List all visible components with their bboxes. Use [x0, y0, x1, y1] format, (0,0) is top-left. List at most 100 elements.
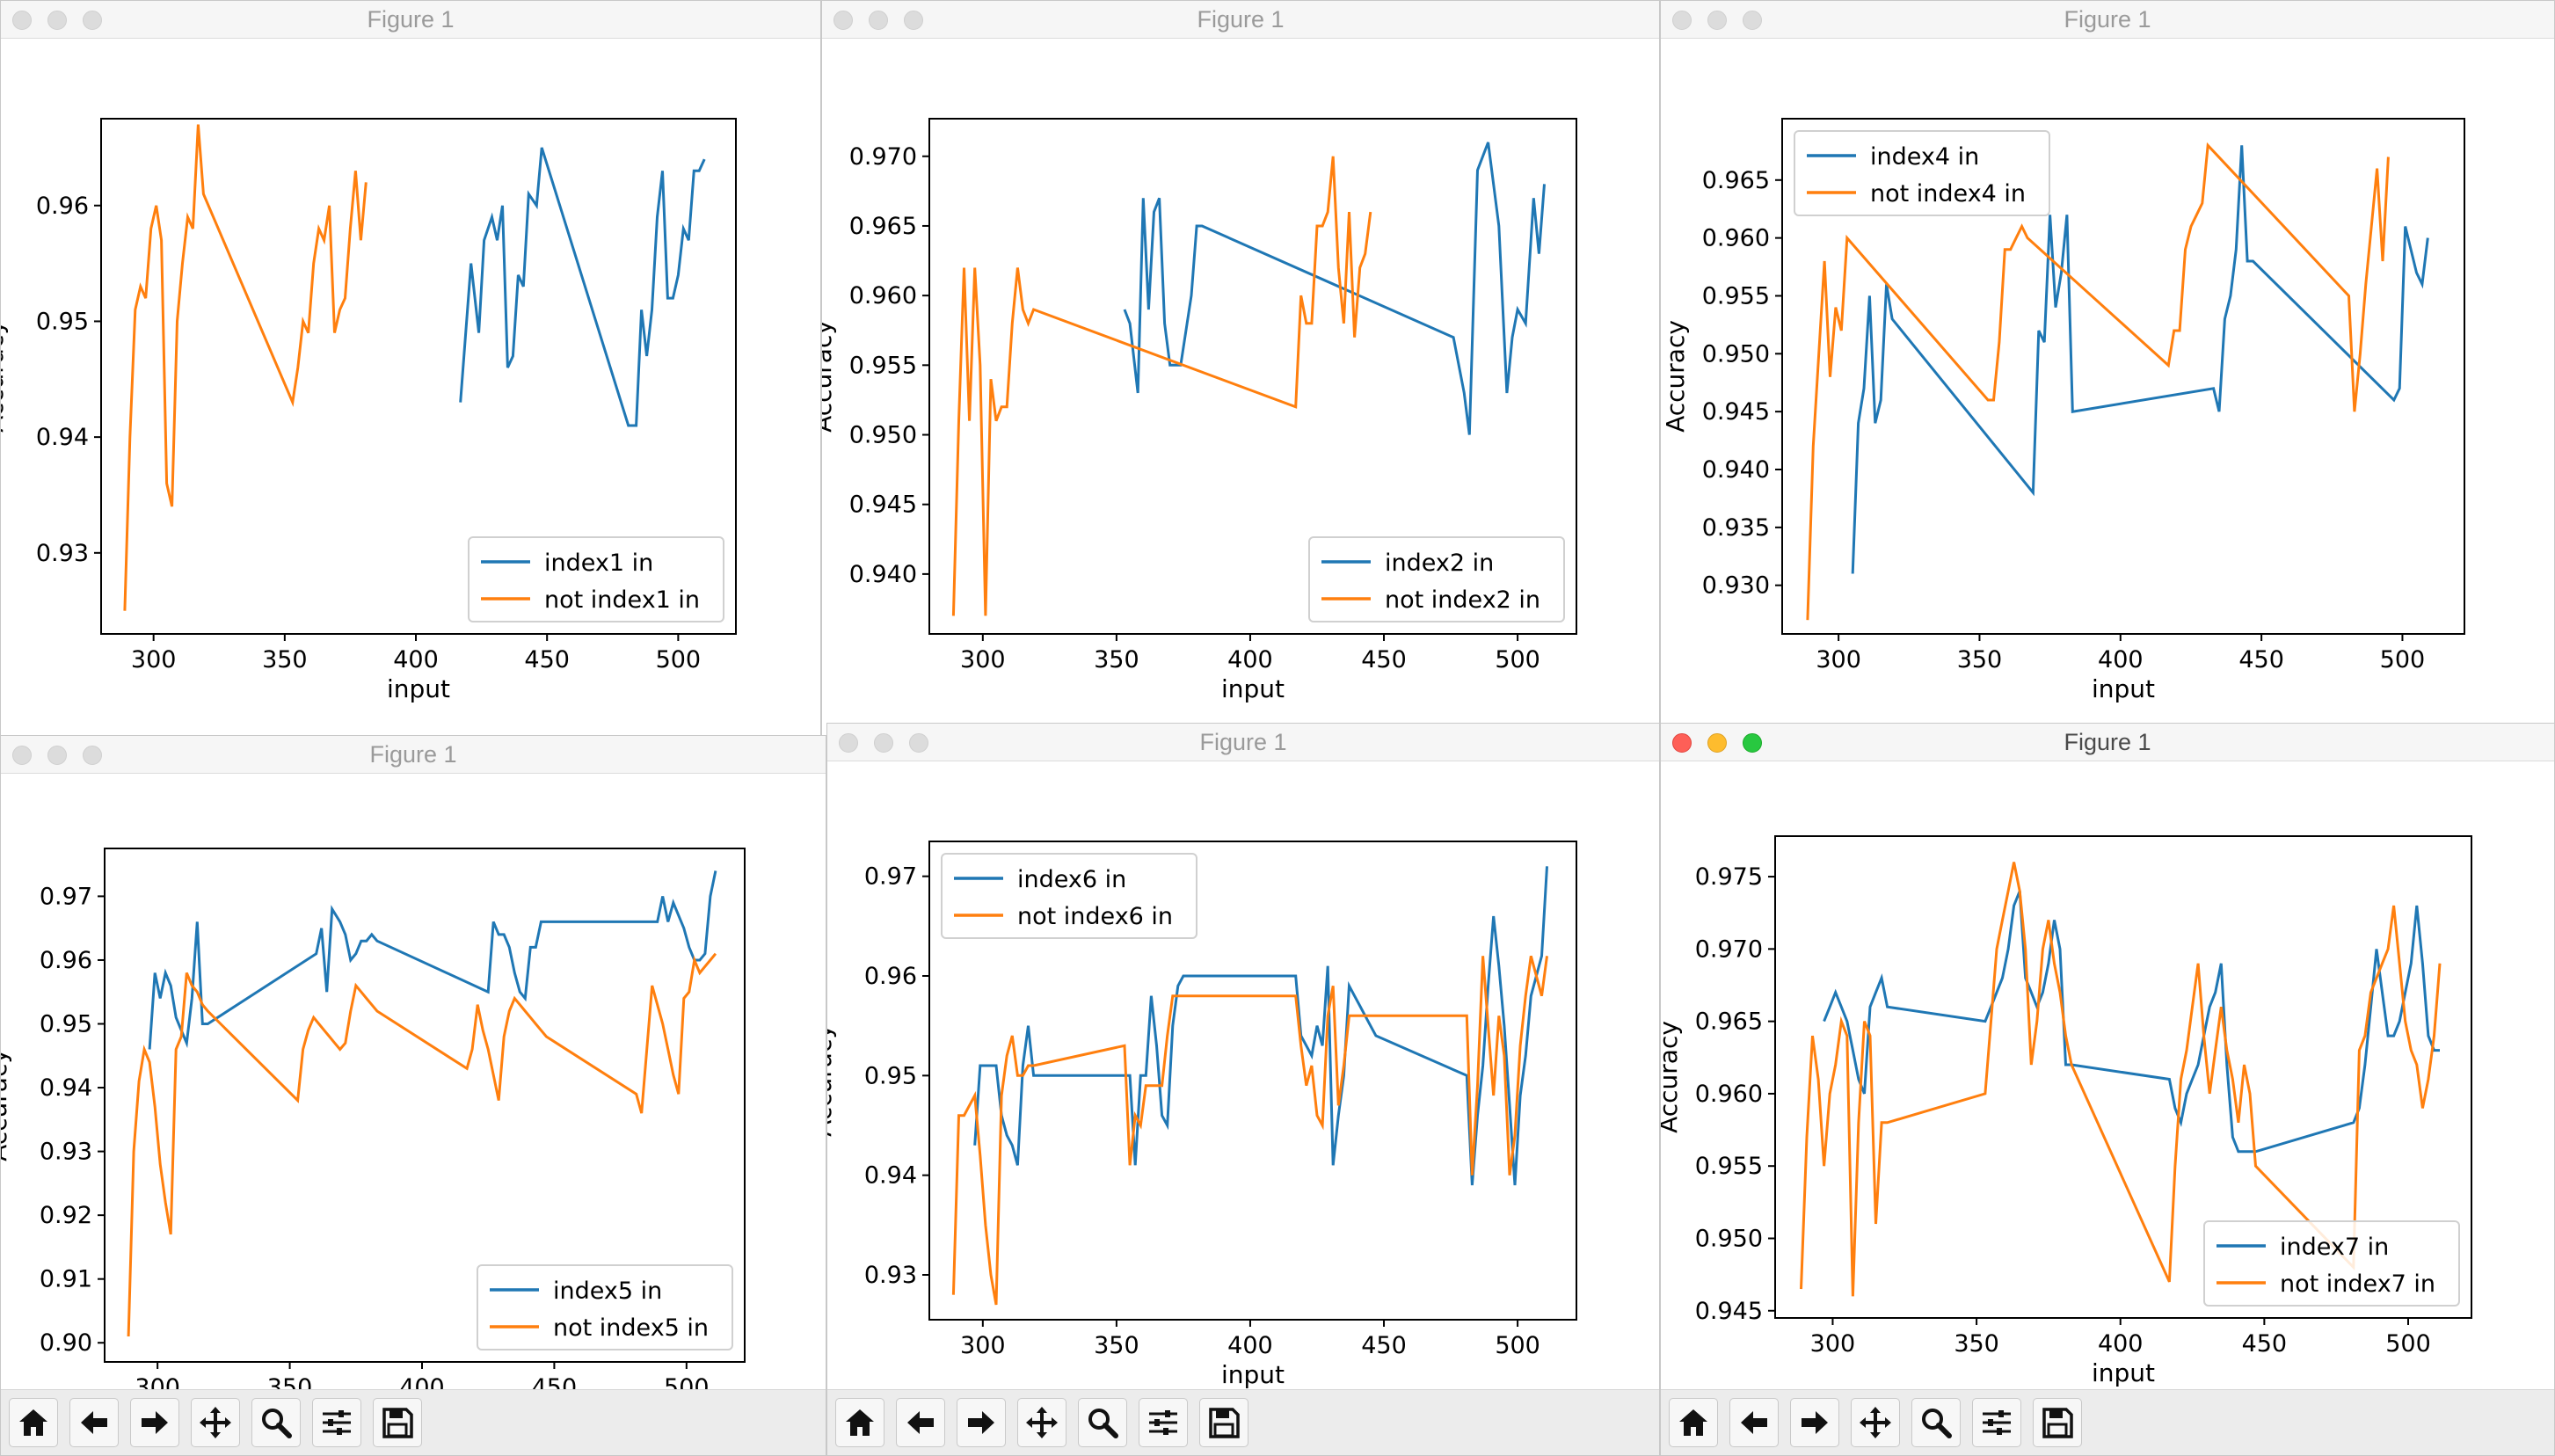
home-button[interactable] [835, 1398, 884, 1447]
back-button[interactable] [1729, 1398, 1779, 1447]
legend: index1 in not index1 in [468, 536, 724, 622]
plot-canvas[interactable]: 300 350 400 450 500 0.90 0.91 0.92 0.93 0.94 0.95 0… [1, 736, 826, 1392]
back-button[interactable] [896, 1398, 945, 1447]
minimize-window-button[interactable] [47, 746, 67, 765]
close-window-button[interactable] [1672, 733, 1692, 753]
navigation-toolbar [1661, 1389, 2554, 1455]
forward-button[interactable] [130, 1398, 179, 1447]
configure-subplots-icon [323, 1410, 351, 1435]
series-line-2 [127, 952, 717, 1337]
back-button[interactable] [69, 1398, 119, 1447]
figure-window-6[interactable]: Figure 1 300 350 400 450 500 0.945 0.950 0.955 0… [1660, 723, 2555, 1456]
y-tick-label: 0.970 [849, 143, 917, 171]
save-button[interactable] [1199, 1398, 1248, 1447]
x-tick-label: 500 [2380, 646, 2426, 673]
zoom-window-button[interactable] [83, 11, 102, 30]
close-window-button[interactable] [12, 11, 32, 30]
figure-window-3[interactable]: Figure 1 300 350 400 450 500 0.930 0.935 0.940 0… [1660, 0, 2555, 747]
navigation-toolbar [827, 1389, 1659, 1455]
window-titlebar[interactable]: Figure 1 [1, 736, 826, 774]
zoom-button[interactable] [1078, 1398, 1127, 1447]
zoom-window-button[interactable] [909, 733, 928, 753]
save-button[interactable] [373, 1398, 422, 1447]
window-title: Figure 1 [369, 741, 457, 768]
figure-window-5[interactable]: Figure 1 300 350 400 450 500 0.93 0.94 0.95 0.96… [826, 723, 1660, 1456]
minimize-window-button[interactable] [874, 733, 893, 753]
legend-box [941, 853, 1197, 939]
legend-label: not index5 in [553, 1314, 709, 1342]
axes-frame [928, 118, 1577, 635]
minimize-window-button[interactable] [47, 11, 67, 30]
window-titlebar[interactable]: Figure 1 [1661, 724, 2554, 761]
pan-move-icon [1860, 1407, 1891, 1438]
y-tick-label: 0.97 [40, 883, 92, 910]
y-tick-label: 0.940 [849, 561, 917, 588]
configure-subplots-button[interactable] [1139, 1398, 1188, 1447]
zoom-window-button[interactable] [904, 11, 923, 30]
y-tick-label: 0.960 [1695, 1081, 1763, 1108]
legend-label: not index2 in [1385, 586, 1540, 614]
axes-frame [1781, 118, 2465, 635]
configure-subplots-button[interactable] [312, 1398, 361, 1447]
pan-button[interactable] [1851, 1398, 1900, 1447]
zoom-window-button[interactable] [83, 746, 102, 765]
window-titlebar[interactable]: Figure 1 [1, 1, 820, 39]
navigation-toolbar [1, 1389, 826, 1455]
x-tick-label: 500 [1495, 646, 1540, 673]
y-tick-label: 0.95 [864, 1062, 917, 1089]
plot-canvas[interactable]: 300 350 400 450 500 0.940 0.945 0.950 0.955 0.960… [822, 1, 1660, 722]
save-button[interactable] [2033, 1398, 2082, 1447]
minimize-window-button[interactable] [1707, 11, 1727, 30]
x-tick-label: 500 [2385, 1330, 2431, 1358]
y-tick-label: 0.950 [1695, 1225, 1763, 1252]
x-tick-label: 300 [135, 1374, 180, 1392]
configure-subplots-icon [1983, 1410, 2011, 1435]
forward-button[interactable] [957, 1398, 1006, 1447]
x-tick-label: 300 [1816, 646, 1861, 673]
home-button[interactable] [1669, 1398, 1718, 1447]
close-window-button[interactable] [839, 733, 858, 753]
x-tick-label: 300 [960, 646, 1006, 673]
y-tick-label: 0.97 [864, 863, 917, 891]
forward-arrow-icon [968, 1411, 994, 1434]
minimize-window-button[interactable] [1707, 733, 1727, 753]
pan-move-icon [1026, 1407, 1058, 1438]
x-tick-label: 500 [664, 1374, 710, 1392]
close-window-button[interactable] [12, 746, 32, 765]
pan-button[interactable] [191, 1398, 240, 1447]
home-button[interactable] [9, 1398, 58, 1447]
close-window-button[interactable] [833, 11, 853, 30]
plot-canvas[interactable]: 300 350 400 450 500 0.93 0.94 0.95 0.96 0.97 input… [827, 724, 1660, 1392]
legend: index2 in not index2 in [1308, 536, 1565, 622]
minimize-window-button[interactable] [869, 11, 888, 30]
plot-canvas[interactable]: 300 350 400 450 500 0.945 0.950 0.955 0.960 0.965… [1661, 724, 2555, 1392]
pan-move-icon [200, 1407, 231, 1438]
zoom-window-button[interactable] [1743, 11, 1762, 30]
pan-button[interactable] [1017, 1398, 1066, 1447]
series-line-1 [148, 870, 717, 1050]
zoom-button[interactable] [1911, 1398, 1961, 1447]
zoom-button[interactable] [251, 1398, 301, 1447]
configure-subplots-button[interactable] [1972, 1398, 2021, 1447]
y-axis-label: Accuracy [1661, 1021, 1683, 1133]
plot-canvas[interactable]: 300 350 400 450 500 0.930 0.935 0.940 0.945 0.950… [1661, 1, 2555, 722]
figure-window-1[interactable]: Figure 1 300 350 400 450 500 0.93 0.94 0.95 0.96… [0, 0, 821, 747]
y-axis-label: Accuracy [1661, 320, 1690, 433]
legend-box [1308, 536, 1565, 622]
plot-canvas[interactable]: 300 350 400 450 500 0.93 0.94 0.95 0.96 input Accu… [1, 1, 821, 722]
forward-button[interactable] [1790, 1398, 1839, 1447]
y-tick-label: 0.94 [36, 424, 89, 451]
zoom-window-button[interactable] [1743, 733, 1762, 753]
legend: index6 in not index6 in [941, 853, 1197, 939]
legend: index5 in not index5 in [477, 1264, 733, 1350]
window-titlebar[interactable]: Figure 1 [822, 1, 1659, 39]
legend-box [1794, 130, 2050, 216]
legend-label: index2 in [1385, 550, 1494, 577]
back-arrow-icon [907, 1411, 934, 1434]
window-titlebar[interactable]: Figure 1 [1661, 1, 2554, 39]
close-window-button[interactable] [1672, 11, 1692, 30]
window-titlebar[interactable]: Figure 1 [827, 724, 1659, 761]
y-axis-label: Accuracy [1, 320, 9, 433]
figure-window-2[interactable]: Figure 1 300 350 400 450 500 0.940 0.945 0.950 0… [821, 0, 1660, 747]
figure-window-4[interactable]: Figure 1 300 350 400 450 500 0.90 0.91 0.92 0.93… [0, 735, 826, 1456]
